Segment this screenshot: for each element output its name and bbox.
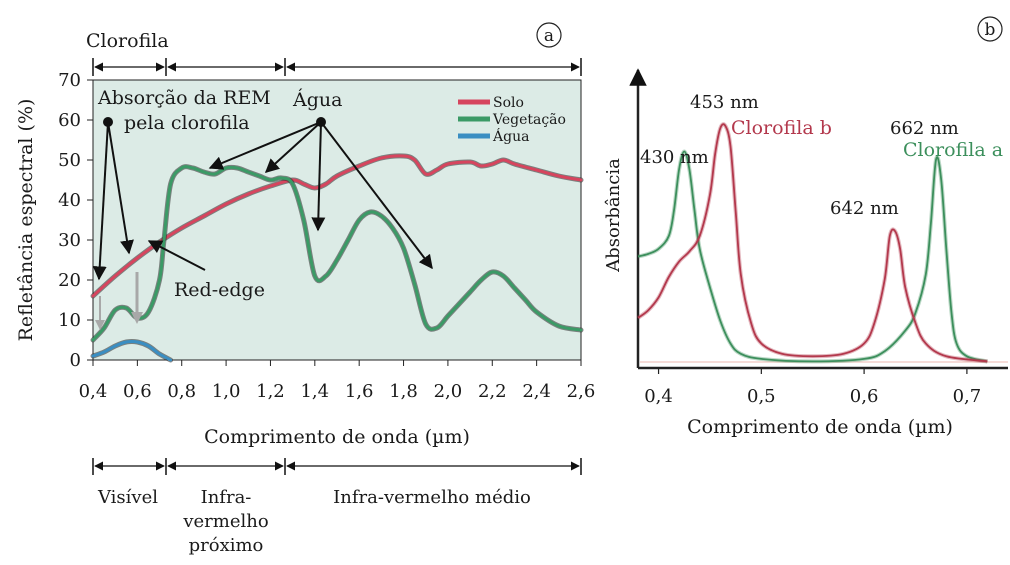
legend-label-agua: Água [492,127,529,145]
x-tick-label-a: 1,6 [345,381,374,402]
peak-label-642: 642 nm [830,198,899,219]
panel-b-label: b [985,20,996,40]
x-tick-label-a: 1,4 [300,381,329,402]
x-tick-label-a: 0,4 [79,381,108,402]
panel-a-label: a [544,26,554,46]
series-line-solo [91,154,583,298]
x-tick-label-a: 2,2 [478,381,507,402]
annotation-water-arrow-4 [320,121,433,270]
annotation-water: Água [292,88,342,111]
series-group-b [636,122,988,364]
series-label-chlorophyll-b: Clorofila b [731,117,832,139]
y-tick-label-a: 40 [58,190,81,211]
band-mir-label: Infra-vermelho médio [333,487,531,508]
panel-b-badge [977,16,1003,42]
legend-label-solo: Solo [493,95,524,111]
x-tick-label-a: 1,8 [389,381,418,402]
annotation-water-arrow-3 [311,121,326,232]
x-tick-label-b: 0,4 [644,386,673,407]
x-axis-ticks-a: 0,4 0,6 0,8 1,0 1,2 1,4 1,6 1,8 2,0 2,2 2,4 2,6 [79,360,596,402]
series-line-clorofila-a [637,150,988,363]
annotation-absorption-line1: Absorção da REM [97,87,271,109]
y-axis-label-a: Refletância espectral (%) [15,99,37,342]
peak-label-662: 662 nm [890,118,959,139]
x-tick-label-a: 0,6 [123,381,152,402]
series-label-chlorophyll-a: Clorofila a [903,139,1003,161]
y-axis-ticks-a: 0 10 20 30 40 50 60 70 [58,70,93,371]
x-axis-label-b: Comprimento de onda (µm) [687,416,953,438]
x-tick-label-a: 2,4 [522,381,551,402]
plot-area-a [92,79,582,361]
grey-arrow-left-head [95,320,105,330]
x-tick-label-a: 2,6 [567,381,596,402]
band-nir-label-line3: próximo [189,535,264,556]
panel-b: b 0,4 0,5 0,6 0,7 Absorbância Comprimento d… [603,16,1008,438]
y-tick-label-a: 70 [58,70,81,91]
y-tick-label-a: 10 [58,310,81,331]
peak-label-430: 430 nm [640,147,709,168]
x-tick-label-a: 1,2 [256,381,285,402]
panel-a: a Clorofila 0 10 20 30 40 50 60 70 0,4 0,6 0,8 1,0… [15,22,596,556]
series-line-clorofila-b [637,123,988,363]
grey-arrow-right-head [131,312,143,324]
band-nir-label-line1: Infra- [201,487,252,508]
panel-a-badge [536,22,562,48]
band-visible-label: Visível [97,487,158,508]
x-tick-label-b: 0,6 [850,386,879,407]
annotation-water-arrow-2 [264,121,322,173]
y-tick-label-a: 20 [58,270,81,291]
x-tick-label-b: 0,7 [953,386,982,407]
legend-label-vegetacao: Vegetação [492,112,566,128]
x-axis-ticks-b: 0,4 0,5 0,6 0,7 [644,368,981,407]
y-tick-label-a: 0 [70,350,81,371]
x-axis-label-a: Comprimento de onda (µm) [204,426,470,448]
y-tick-label-a: 30 [58,230,81,251]
annotation-absorption-arrow-1 [92,121,109,281]
x-tick-label-a: 0,8 [167,381,196,402]
series-line-agua [91,339,173,362]
series-line-vegetacao [91,165,583,342]
series-group-a [90,153,584,363]
y-tick-label-a: 60 [58,110,81,131]
x-tick-label-a: 2,0 [434,381,463,402]
y-tick-label-a: 50 [58,150,81,171]
y-axis-label-b: Absorbância [603,158,624,273]
annotation-water-arrow-1 [208,121,322,170]
annotation-absorption-arrow-2 [107,121,134,255]
x-tick-label-b: 0,5 [747,386,776,407]
band-nir-label-line2: vermelho [182,511,268,532]
annotation-red-edge: Red-edge [174,279,265,301]
annotation-absorption-line2: pela clorofila [124,112,250,134]
annotation-red-edge-arrow [147,240,206,271]
top-band-label: Clorofila [86,30,169,52]
peak-label-453: 453 nm [690,92,759,113]
x-tick-label-a: 1,0 [212,381,241,402]
